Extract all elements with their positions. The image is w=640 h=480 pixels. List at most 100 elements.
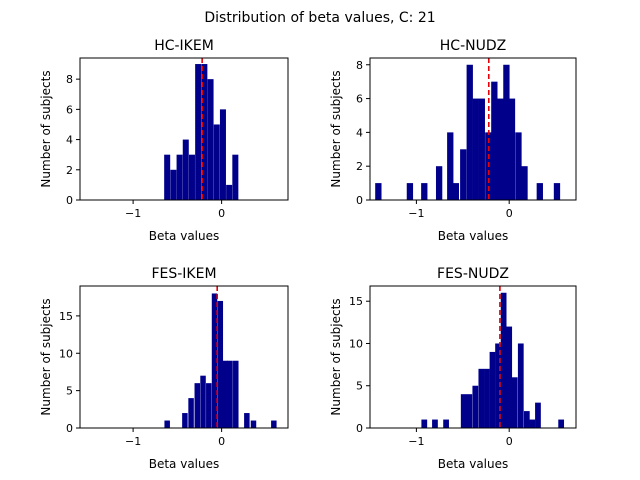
histogram-bar xyxy=(535,402,541,428)
y-tick-label: 0 xyxy=(356,194,363,207)
histogram-bar xyxy=(217,300,224,428)
axes-frame xyxy=(369,57,577,201)
histogram-bar xyxy=(200,375,206,428)
histogram-bar xyxy=(515,132,522,200)
histogram-bar xyxy=(170,169,177,200)
y-axis-label: Number of subjects xyxy=(39,70,53,187)
histogram-bar xyxy=(523,411,530,428)
histogram-bar xyxy=(511,377,518,428)
histogram-bar xyxy=(443,419,449,428)
figure-suptitle: Distribution of beta values, C: 21 xyxy=(204,10,435,26)
panel-fes-ikem: −1 0 0 5 10 15 FES-IKEM Beta values Number of… xyxy=(39,266,289,471)
histogram-bar xyxy=(466,64,473,200)
histogram-bar xyxy=(164,154,171,200)
histogram-bar xyxy=(188,398,194,428)
histogram-bar xyxy=(194,383,201,428)
histogram-bar xyxy=(188,154,195,200)
histogram-bar xyxy=(227,360,233,428)
histogram-bar xyxy=(460,394,467,428)
histogram-bar xyxy=(558,419,565,428)
panel-hc-ikem: −1 0 0 2 4 6 8 HC-IKEM Beta values Number of s… xyxy=(39,38,289,243)
histogram-bar xyxy=(222,360,228,428)
panel-fes-nudz: −1 0 0 5 10 15 FES-NUDZ Beta values Number of… xyxy=(329,266,577,471)
histogram-bar xyxy=(472,98,479,200)
histogram-bar xyxy=(517,343,524,428)
histogram-bar xyxy=(506,326,513,428)
subplot-title: FES-IKEM xyxy=(151,266,216,282)
histogram-bar xyxy=(478,368,485,428)
histogram-bar xyxy=(497,98,504,200)
histogram-bar xyxy=(452,183,459,200)
histogram-bar xyxy=(233,360,239,428)
histogram-bar xyxy=(495,343,501,428)
bars xyxy=(164,293,277,428)
histogram-bar xyxy=(164,420,170,428)
x-tick-label: 0 xyxy=(218,435,225,448)
x-tick-label: −1 xyxy=(125,207,141,220)
y-tick-label: 6 xyxy=(356,93,363,106)
histogram-bar xyxy=(491,81,498,200)
histogram-bar xyxy=(219,109,226,200)
histogram-bar xyxy=(206,383,212,428)
y-tick-label: 0 xyxy=(66,194,73,207)
ticks: −1 0 0 5 10 15 xyxy=(349,295,513,448)
y-tick-label: 0 xyxy=(356,422,363,435)
histogram-bar xyxy=(500,292,507,428)
y-tick-label: 2 xyxy=(66,164,73,177)
x-axis-label: Beta values xyxy=(149,457,220,471)
y-axis-label: Number of subjects xyxy=(329,298,343,415)
histogram-bar xyxy=(521,166,528,200)
y-tick-label: 5 xyxy=(66,385,73,398)
histogram-bar xyxy=(508,98,516,200)
histogram-bar xyxy=(406,183,414,200)
histogram-bar xyxy=(201,64,208,200)
histogram-bar xyxy=(529,419,536,428)
histogram-bar xyxy=(421,419,428,428)
y-tick-label: 2 xyxy=(356,160,363,173)
histogram-bar xyxy=(195,64,202,200)
histogram-bar xyxy=(250,420,257,428)
histogram-bar xyxy=(182,139,189,200)
histogram-bar xyxy=(176,154,183,200)
y-tick-label: 8 xyxy=(356,59,363,72)
histogram-bar xyxy=(375,183,382,200)
y-tick-label: 4 xyxy=(66,134,73,147)
histogram-bar xyxy=(478,98,485,200)
x-tick-label: −1 xyxy=(125,435,141,448)
y-tick-label: 10 xyxy=(349,337,363,350)
y-tick-label: 15 xyxy=(349,295,363,308)
histogram-bar xyxy=(460,149,467,200)
bars xyxy=(421,292,565,428)
x-tick-label: −1 xyxy=(408,207,424,220)
histogram-bar xyxy=(472,385,479,428)
axes-frame xyxy=(369,285,577,429)
histogram-bar xyxy=(182,413,188,428)
histogram-bar xyxy=(226,184,233,200)
y-tick-label: 4 xyxy=(356,126,363,139)
ticks: −1 0 0 2 4 6 8 xyxy=(356,59,513,220)
histogram-bar xyxy=(466,394,473,428)
y-axis-label: Number of subjects xyxy=(329,70,343,187)
x-tick-label: 0 xyxy=(506,435,513,448)
y-tick-label: 8 xyxy=(66,73,73,86)
histogram-bar xyxy=(536,183,543,200)
histogram-bar xyxy=(553,183,561,200)
x-axis-label: Beta values xyxy=(438,229,509,243)
x-axis-label: Beta values xyxy=(149,229,220,243)
panel-hc-nudz: −1 0 0 2 4 6 8 HC-NUDZ Beta values Number of s… xyxy=(329,38,577,243)
axes-frame xyxy=(79,57,289,201)
axes-frame xyxy=(79,285,289,429)
y-tick-label: 6 xyxy=(66,103,73,116)
y-tick-label: 5 xyxy=(356,380,363,393)
ticks: −1 0 0 2 4 6 8 xyxy=(66,73,225,220)
bars xyxy=(164,64,239,200)
histogram-bar xyxy=(447,132,454,200)
histogram-bar xyxy=(489,351,496,428)
histogram-bar xyxy=(244,413,250,428)
x-axis-label: Beta values xyxy=(438,457,509,471)
histogram-bar xyxy=(503,64,510,200)
histogram-bar xyxy=(432,419,438,428)
histogram-bar xyxy=(271,420,277,428)
histogram-bar xyxy=(421,183,428,200)
